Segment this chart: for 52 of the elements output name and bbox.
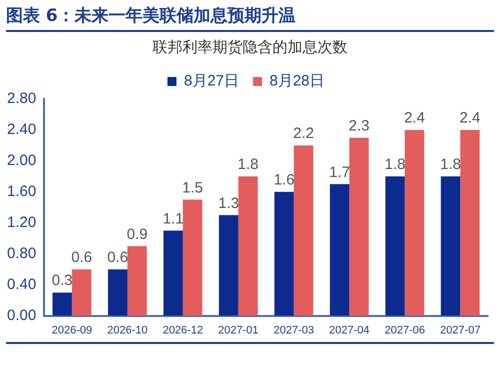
data-label: 1.8 <box>440 156 461 174</box>
y-tick-label: 2.80 <box>6 90 36 108</box>
data-label: 1.1 <box>162 210 184 228</box>
data-label: 2.4 <box>460 110 480 127</box>
data-label: 0.6 <box>107 248 128 266</box>
x-tick-label: 2026-09 <box>52 324 92 336</box>
y-tick-label: 2.00 <box>6 152 36 170</box>
y-tick-label: 1.20 <box>6 214 36 232</box>
bar <box>163 230 183 316</box>
data-label: 0.3 <box>52 272 73 290</box>
bar <box>238 176 258 316</box>
bar <box>274 192 294 316</box>
x-tick-label: 2027-01 <box>218 324 259 336</box>
bar <box>108 269 128 316</box>
data-label: 2.3 <box>348 117 370 134</box>
data-label: 0.6 <box>71 248 92 266</box>
data-label: 1.7 <box>329 164 350 181</box>
y-tick-label: 0.40 <box>6 276 36 293</box>
bar <box>460 130 480 316</box>
x-tick-label: 2026-10 <box>107 324 148 336</box>
x-tick-label: 2027-07 <box>440 324 480 336</box>
bar <box>330 184 350 316</box>
data-label: 1.8 <box>384 156 406 174</box>
data-label: 1.3 <box>218 194 240 212</box>
bar <box>385 176 405 316</box>
legend-label: 8月27日 <box>184 72 240 90</box>
y-tick-label: 1.60 <box>6 183 36 200</box>
bar <box>218 215 238 316</box>
y-tick-label: 2.40 <box>6 121 36 138</box>
bar <box>182 200 202 316</box>
chart-title: 图表 6：未来一年美联储加息预期升温 <box>6 4 494 32</box>
x-tick-label: 2027-03 <box>274 324 314 336</box>
chart-subtitle: 联邦利率期货隐含的加息次数 <box>152 38 348 57</box>
bar <box>404 130 424 316</box>
y-tick-label: 0.00 <box>6 306 36 324</box>
legend-label: 8月28日 <box>270 72 325 90</box>
data-label: 2.4 <box>404 110 425 127</box>
bar <box>52 292 72 316</box>
x-tick-label: 2026-12 <box>162 324 204 336</box>
bar <box>349 138 369 316</box>
data-label: 1.6 <box>274 172 295 189</box>
bar <box>127 246 147 316</box>
y-tick-label: 0.80 <box>6 245 36 262</box>
data-label: 1.8 <box>238 156 258 174</box>
data-label: 0.9 <box>126 226 148 243</box>
data-label: 1.5 <box>182 179 204 196</box>
bar <box>294 145 314 316</box>
data-label: 2.2 <box>293 125 314 142</box>
x-tick-label: 2027-04 <box>329 324 370 336</box>
bar <box>72 269 92 316</box>
x-tick-label: 2027-06 <box>384 324 425 336</box>
bar <box>440 176 460 316</box>
